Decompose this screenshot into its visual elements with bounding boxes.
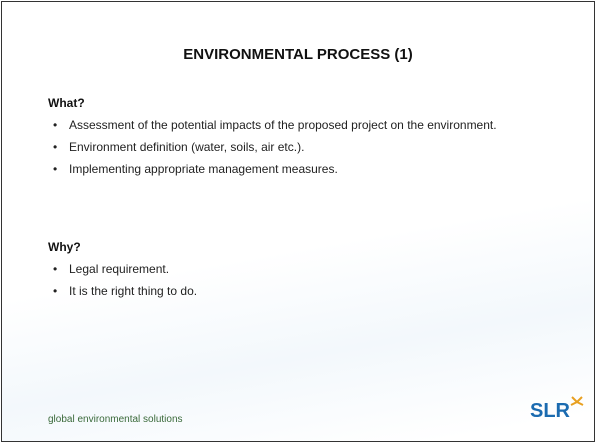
bullet-item: Assessment of the potential impacts of t… xyxy=(48,118,528,132)
footer-text: global environmental solutions xyxy=(48,414,183,425)
bullet-list: Legal requirement. It is the right thing … xyxy=(48,262,528,306)
bullet-item: It is the right thing to do. xyxy=(48,284,528,298)
bullet-item: Environment definition (water, soils, ai… xyxy=(48,140,528,154)
logo-icon xyxy=(570,396,584,406)
bullet-item: Implementing appropriate management meas… xyxy=(48,162,528,176)
logo: SLR xyxy=(530,396,584,423)
section-heading: What? xyxy=(48,96,85,110)
bullet-list: Assessment of the potential impacts of t… xyxy=(48,118,528,184)
logo-text: SLR xyxy=(530,400,570,422)
section-heading: Why? xyxy=(48,240,81,254)
bullet-item: Legal requirement. xyxy=(48,262,528,276)
slide-title: ENVIRONMENTAL PROCESS (1) xyxy=(183,46,413,63)
